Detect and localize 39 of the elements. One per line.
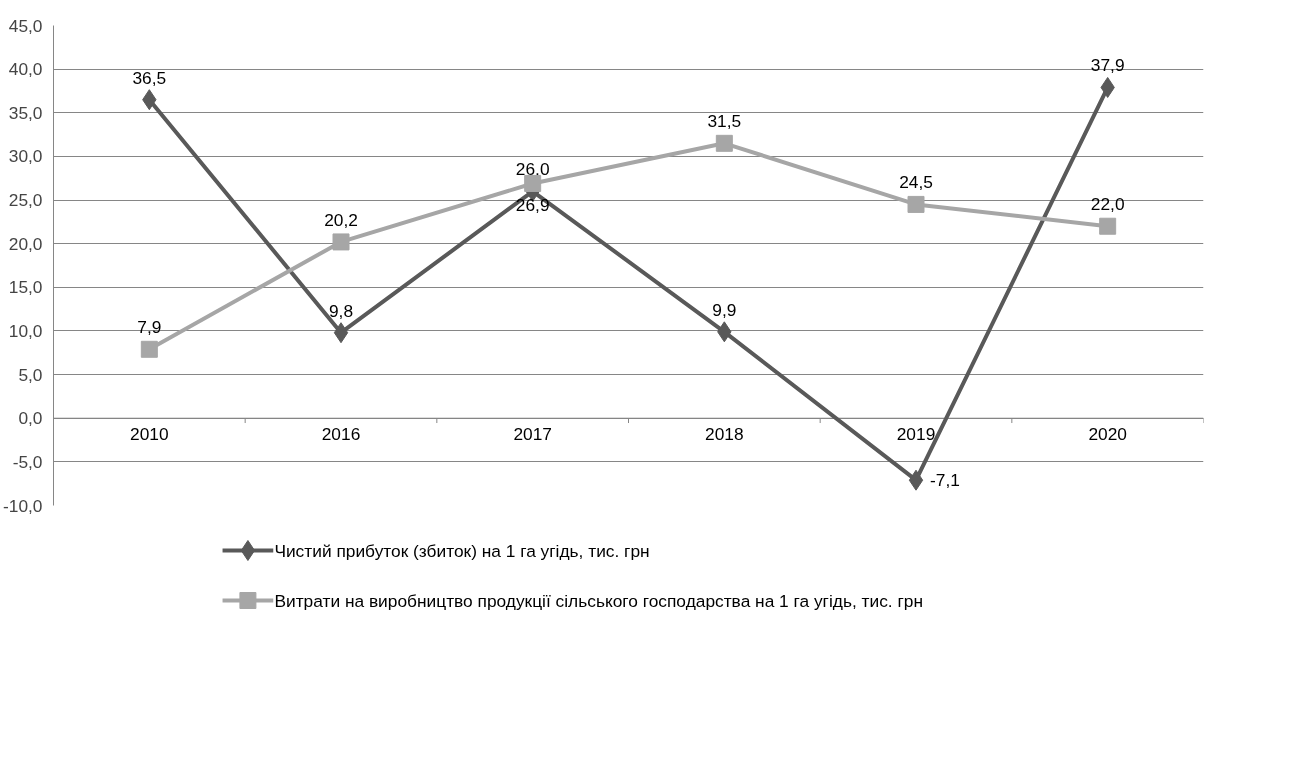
x-tick-label: 2016 (321, 424, 361, 445)
y-tick-label: 25,0 (8, 190, 43, 211)
y-tick-label: 20,0 (8, 233, 43, 254)
y-tick-label: 10,0 (8, 320, 43, 341)
x-tick-label: 2010 (130, 424, 169, 445)
y-tick-label: 45,0 (8, 15, 43, 36)
data-label: 22,0 (1090, 194, 1125, 215)
data-label: 37,9 (1090, 55, 1125, 76)
y-tick-label: 40,0 (8, 59, 43, 80)
x-tick-label: 2017 (513, 424, 552, 445)
point (1099, 217, 1117, 235)
y-tick-label: 5,0 (18, 364, 43, 385)
point (715, 134, 733, 152)
data-label: 26,9 (515, 195, 550, 216)
y-tick-label: -10,0 (3, 495, 43, 516)
point (333, 322, 349, 344)
y-tick-label: -5,0 (12, 451, 43, 472)
data-label: 20,2 (324, 209, 358, 230)
data-label: 9,9 (712, 299, 737, 320)
point (140, 340, 158, 358)
x-tick-label: 2018 (705, 424, 744, 445)
y-tick-label: 35,0 (8, 102, 43, 123)
x-tick-label: 2019 (896, 424, 936, 445)
point (332, 233, 350, 251)
legend-label: Чистий прибуток (збиток) на 1 га угідь, тис. грн (274, 540, 650, 561)
data-label: 7,9 (137, 317, 162, 338)
y-tick-label: 0,0 (18, 408, 43, 429)
x-tick-label: 2020 (1088, 424, 1127, 445)
data-label: -7,1 (930, 470, 960, 491)
y-tick-label: 30,0 (8, 146, 43, 167)
point (907, 195, 925, 213)
data-label: 26,0 (515, 159, 550, 180)
legend-label: Витрати на виробництво продукції сільського господарства на 1 га угідь, тис. грн (274, 590, 923, 611)
data-label: 9,8 (328, 300, 354, 321)
data-label: 31,5 (707, 111, 742, 132)
y-tick-label: 15,0 (8, 277, 43, 298)
data-label: 24,5 (899, 172, 933, 193)
point (908, 469, 924, 491)
data-label: 36,5 (132, 67, 167, 88)
